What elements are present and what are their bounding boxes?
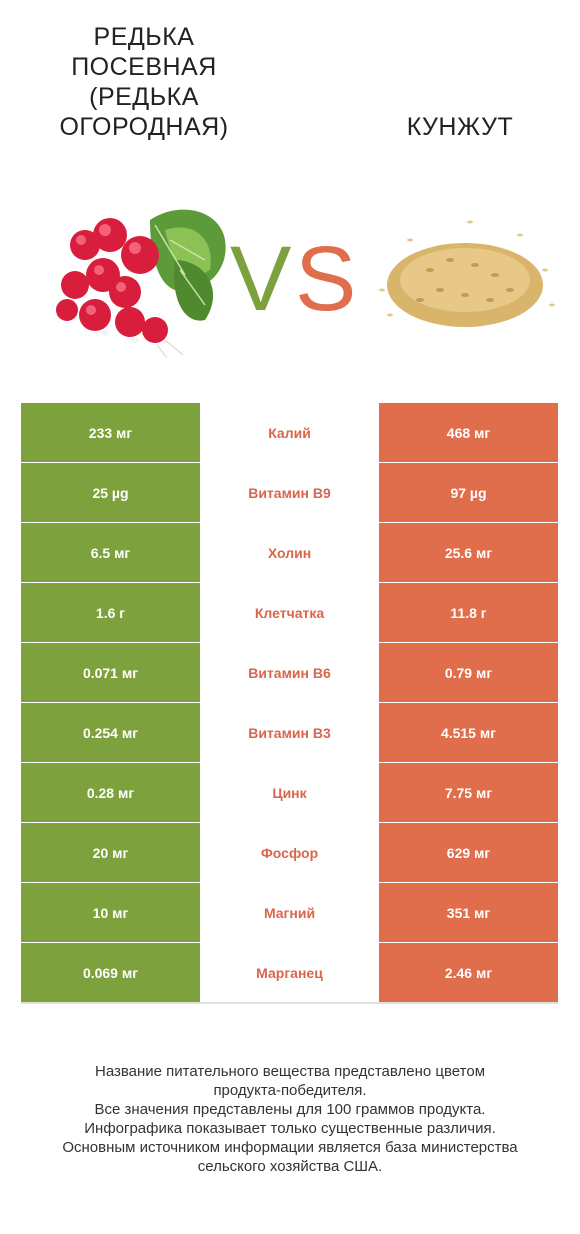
nutrient-name: Клетчатка bbox=[200, 583, 379, 643]
right-value: 7.75 мг bbox=[379, 763, 558, 823]
left-title-line: РЕДЬКА bbox=[93, 23, 195, 51]
table-row: 233 мг Калий 468 мг bbox=[21, 403, 558, 463]
table-row: 0.069 мг Марганец 2.46 мг bbox=[21, 943, 558, 1003]
comparison-table: 233 мг Калий 468 мг 25 µg Витамин B9 97 … bbox=[21, 403, 558, 1003]
table-row: 0.254 мг Витамин B3 4.515 мг bbox=[21, 703, 558, 763]
nutrient-name: Фосфор bbox=[200, 823, 379, 883]
nutrient-name: Магний bbox=[200, 883, 379, 943]
nutrient-name: Витамин B9 bbox=[200, 463, 379, 523]
left-value: 233 мг bbox=[21, 403, 200, 463]
vs-label: V S bbox=[230, 228, 355, 318]
nutrient-name: Цинк bbox=[200, 763, 379, 823]
right-value: 2.46 мг bbox=[379, 943, 558, 1003]
nutrient-name: Холин bbox=[200, 523, 379, 583]
footer-note: Название питательного вещества представл… bbox=[20, 1062, 560, 1176]
right-food-title: КУНЖУТ bbox=[406, 113, 514, 141]
right-value: 25.6 мг bbox=[379, 523, 558, 583]
table-row: 25 µg Витамин B9 97 µg bbox=[21, 463, 558, 523]
table-bottom-border bbox=[21, 1002, 558, 1004]
footer-line: Название питательного вещества представл… bbox=[94, 1063, 486, 1080]
left-value: 10 мг bbox=[21, 883, 200, 943]
nutrient-name: Витамин B3 bbox=[200, 703, 379, 763]
left-value: 0.28 мг bbox=[21, 763, 200, 823]
footer-line: сельского хозяйства США. bbox=[197, 1158, 383, 1175]
right-value: 4.515 мг bbox=[379, 703, 558, 763]
right-value: 629 мг bbox=[379, 823, 558, 883]
left-title-line: ОГОРОДНАЯ) bbox=[59, 113, 229, 141]
left-title-line: (РЕДЬКА bbox=[89, 83, 199, 111]
nutrient-name: Калий bbox=[200, 403, 379, 463]
footer-line: Инфографика показывает только существенн… bbox=[84, 1120, 496, 1137]
footer-line: Все значения представлены для 100 граммо… bbox=[94, 1101, 486, 1118]
sesame-image bbox=[379, 220, 555, 327]
table-row: 6.5 мг Холин 25.6 мг bbox=[21, 523, 558, 583]
table-row: 0.28 мг Цинк 7.75 мг bbox=[21, 763, 558, 823]
right-value: 11.8 г bbox=[379, 583, 558, 643]
right-value: 0.79 мг bbox=[379, 643, 558, 703]
vs-s: S bbox=[295, 228, 355, 318]
left-value: 1.6 г bbox=[21, 583, 200, 643]
left-value: 0.071 мг bbox=[21, 643, 200, 703]
table-row: 20 мг Фосфор 629 мг bbox=[21, 823, 558, 883]
nutrient-name: Марганец bbox=[200, 943, 379, 1003]
footer-line: продукта-победителя. bbox=[213, 1082, 367, 1099]
right-value: 468 мг bbox=[379, 403, 558, 463]
left-title-line: ПОСЕВНАЯ bbox=[71, 53, 217, 81]
table-row: 0.071 мг Витамин B6 0.79 мг bbox=[21, 643, 558, 703]
left-value: 0.069 мг bbox=[21, 943, 200, 1003]
vs-v: V bbox=[230, 228, 291, 318]
left-value: 6.5 мг bbox=[21, 523, 200, 583]
table-row: 1.6 г Клетчатка 11.8 г bbox=[21, 583, 558, 643]
nutrient-name: Витамин B6 bbox=[200, 643, 379, 703]
right-value: 97 µg bbox=[379, 463, 558, 523]
left-food-title: РЕДЬКА ПОСЕВНАЯ (РЕДЬКА ОГОРОДНАЯ) bbox=[44, 22, 244, 142]
radish-image bbox=[56, 209, 226, 359]
left-value: 20 мг bbox=[21, 823, 200, 883]
left-value: 0.254 мг bbox=[21, 703, 200, 763]
left-value: 25 µg bbox=[21, 463, 200, 523]
right-value: 351 мг bbox=[379, 883, 558, 943]
table-row: 10 мг Магний 351 мг bbox=[21, 883, 558, 943]
footer-line: Основным источником информации является … bbox=[62, 1139, 518, 1156]
